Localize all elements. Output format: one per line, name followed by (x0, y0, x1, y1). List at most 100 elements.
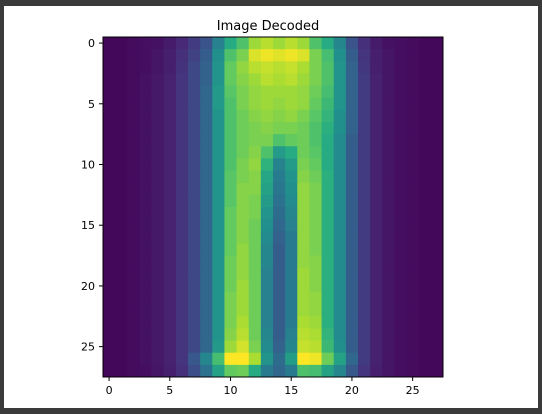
heatmap-cell (309, 304, 322, 317)
heatmap-cell (163, 340, 177, 354)
heatmap-cell (321, 85, 335, 99)
heatmap-cell (321, 352, 335, 366)
heatmap-cell (370, 37, 383, 50)
heatmap-cell (345, 340, 359, 354)
heatmap-cell (139, 255, 152, 269)
heatmap-cell (418, 328, 432, 341)
heatmap-cell (321, 73, 335, 86)
heatmap-cell (212, 243, 225, 256)
heatmap-cell (175, 304, 189, 317)
heatmap-cell (333, 49, 347, 62)
heatmap-cell (224, 85, 237, 99)
heatmap-cell (236, 231, 250, 244)
heatmap-cell (127, 134, 140, 147)
heatmap-cell (260, 364, 274, 378)
heatmap-cell (406, 109, 420, 123)
heatmap-cell (394, 97, 407, 111)
heatmap-cell (297, 109, 310, 123)
heatmap-cell (115, 134, 128, 147)
heatmap-cell (345, 352, 359, 366)
heatmap-cell (175, 97, 189, 111)
heatmap-cell (127, 194, 140, 208)
heatmap-cell (260, 73, 274, 86)
heatmap-cell (260, 146, 274, 159)
heatmap-cell (358, 158, 371, 171)
heatmap-cell (345, 364, 359, 378)
heatmap-cell (297, 170, 310, 184)
heatmap-cell (139, 85, 152, 99)
heatmap-cell (430, 97, 444, 111)
heatmap-cell (382, 158, 395, 171)
heatmap-cell (418, 352, 432, 366)
heatmap-cell (115, 158, 128, 171)
heatmap-cell (127, 207, 140, 220)
heatmap-cell (406, 122, 420, 135)
heatmap-cell (333, 328, 347, 341)
heatmap-cell (175, 109, 189, 123)
heatmap-cell (430, 279, 444, 293)
heatmap-cell (273, 243, 286, 256)
heatmap-cell (212, 340, 225, 354)
heatmap-cell (212, 316, 225, 329)
heatmap-cell (200, 255, 213, 269)
heatmap-cell (418, 109, 432, 123)
heatmap-cell (248, 37, 262, 50)
heatmap-cell (188, 207, 201, 220)
heatmap-cell (248, 219, 262, 232)
heatmap-cell (248, 49, 262, 62)
heatmap-cell (248, 243, 262, 256)
heatmap-cell (418, 49, 432, 62)
heatmap-cell (358, 97, 371, 111)
heatmap-cell (406, 231, 420, 244)
heatmap-cell (370, 85, 383, 99)
heatmap-cell (212, 352, 225, 366)
heatmap-cell (260, 61, 274, 74)
heatmap-cell (430, 316, 444, 329)
heatmap-cell (236, 267, 250, 281)
heatmap-cell (127, 231, 140, 244)
heatmap-cell (163, 97, 177, 111)
heatmap-cell (430, 61, 444, 74)
heatmap-cell (212, 122, 225, 135)
heatmap-cell (394, 267, 407, 281)
heatmap-cell (163, 279, 177, 293)
heatmap-cell (163, 146, 177, 159)
heatmap-cell (236, 158, 250, 171)
heatmap-cell (127, 279, 140, 293)
heatmap-cell (418, 85, 432, 99)
heatmap-cell (139, 158, 152, 171)
heatmap-cell (370, 73, 383, 86)
heatmap-cell (224, 49, 237, 62)
heatmap-cell (430, 158, 444, 171)
heatmap-cell (127, 243, 140, 256)
heatmap-cell (333, 37, 347, 50)
heatmap-cell (236, 279, 250, 293)
heatmap-cells (103, 37, 444, 378)
heatmap-cell (418, 158, 432, 171)
heatmap-cell (151, 158, 165, 171)
x-tick-label: 10 (224, 384, 238, 397)
heatmap-cell (418, 255, 432, 269)
heatmap-cell (175, 255, 189, 269)
heatmap-cell (394, 292, 407, 305)
heatmap-cell (358, 279, 371, 293)
heatmap-cell (273, 279, 286, 293)
heatmap-cell (103, 328, 116, 341)
heatmap-cell (430, 364, 444, 378)
heatmap-cell (309, 182, 322, 196)
heatmap-cell (273, 134, 286, 147)
heatmap-cell (188, 267, 201, 281)
heatmap-cell (127, 267, 140, 281)
heatmap-cell (370, 146, 383, 159)
heatmap-cell (115, 170, 128, 184)
heatmap-cell (224, 37, 237, 50)
heatmap-cell (297, 243, 310, 256)
heatmap-cell (406, 340, 420, 354)
heatmap-cell (345, 255, 359, 269)
heatmap-cell (370, 364, 383, 378)
heatmap-cell (151, 243, 165, 256)
heatmap-cell (345, 292, 359, 305)
heatmap-cell (394, 61, 407, 74)
heatmap-cell (273, 158, 286, 171)
heatmap-cell (260, 85, 274, 99)
